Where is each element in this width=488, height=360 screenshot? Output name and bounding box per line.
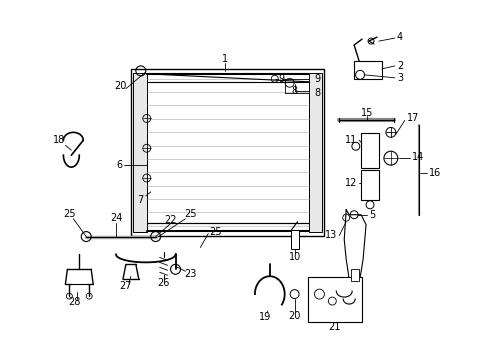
Bar xyxy=(353,61,381,79)
Text: 23: 23 xyxy=(184,269,196,279)
Bar xyxy=(131,69,324,235)
Text: 8: 8 xyxy=(291,86,297,96)
Text: 25: 25 xyxy=(184,209,196,219)
Text: 12: 12 xyxy=(344,178,356,188)
Text: 15: 15 xyxy=(360,108,372,117)
Text: 18: 18 xyxy=(53,135,65,145)
Text: 13: 13 xyxy=(325,230,337,239)
Text: 20: 20 xyxy=(114,81,126,91)
Text: 6: 6 xyxy=(116,160,122,170)
Bar xyxy=(360,170,378,200)
Text: 11: 11 xyxy=(344,135,356,145)
Text: 25: 25 xyxy=(208,226,221,237)
Text: 5: 5 xyxy=(368,210,374,220)
Text: 17: 17 xyxy=(406,113,418,123)
Text: 10: 10 xyxy=(288,252,300,262)
Text: 3: 3 xyxy=(396,73,402,83)
Text: 27: 27 xyxy=(120,281,132,291)
Text: 4: 4 xyxy=(396,32,402,42)
Text: 1: 1 xyxy=(222,54,228,64)
Text: 28: 28 xyxy=(68,297,81,307)
Text: 9: 9 xyxy=(278,74,284,84)
Text: 24: 24 xyxy=(110,213,122,223)
Bar xyxy=(308,73,322,231)
Text: 21: 21 xyxy=(327,322,340,332)
Text: 20: 20 xyxy=(288,311,300,321)
Bar xyxy=(133,73,146,231)
Text: 2: 2 xyxy=(396,61,402,71)
Text: 7: 7 xyxy=(138,195,143,205)
Text: 25: 25 xyxy=(63,209,76,219)
Text: 14: 14 xyxy=(411,152,423,162)
Bar xyxy=(350,269,358,281)
Bar xyxy=(307,277,361,322)
Bar xyxy=(290,230,298,249)
Text: 26: 26 xyxy=(157,278,169,288)
Text: 22: 22 xyxy=(164,215,177,225)
Text: 9: 9 xyxy=(314,74,320,84)
Text: 19: 19 xyxy=(258,312,270,322)
Text: 16: 16 xyxy=(427,168,440,178)
Text: 8: 8 xyxy=(314,88,320,98)
Bar xyxy=(360,133,378,168)
